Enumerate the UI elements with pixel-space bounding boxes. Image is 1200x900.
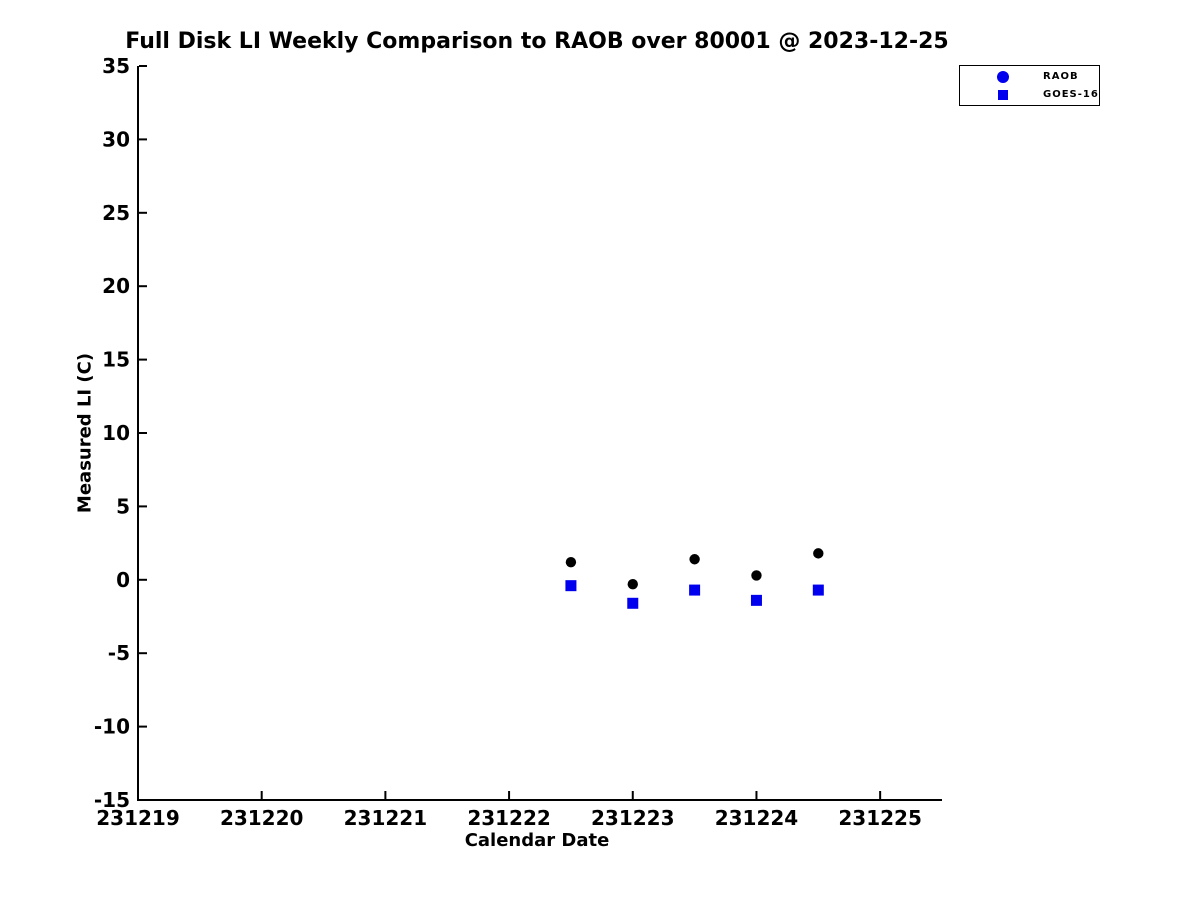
data-point-raob (751, 570, 762, 581)
legend-circle-marker-icon (996, 70, 1010, 84)
data-point-goes-16 (689, 584, 701, 596)
x-tick-label: 231222 (467, 806, 551, 830)
x-tick-label: 231219 (96, 806, 180, 830)
y-tick-label: 25 (102, 201, 130, 225)
x-tick-label: 231221 (344, 806, 428, 830)
y-tick-label: 15 (102, 348, 130, 372)
data-point-raob (627, 579, 638, 590)
data-point-raob (813, 548, 824, 559)
data-point-raob (565, 556, 577, 568)
data-point-goes-16 (627, 597, 639, 609)
data-point-goes-16 (565, 580, 577, 592)
y-tick-label: 5 (116, 494, 130, 518)
marker-shape (998, 89, 1008, 100)
x-tick-label: 231223 (591, 806, 675, 830)
y-tick-label: 0 (116, 568, 130, 592)
data-point-raob (689, 554, 700, 565)
chart-title: Full Disk LI Weekly Comparison to RAOB o… (125, 29, 949, 54)
y-tick-label: 30 (102, 127, 130, 151)
y-tick-label: 20 (102, 274, 130, 298)
legend-label: RAOB (1043, 71, 1079, 82)
data-point-goes-16 (812, 584, 824, 596)
y-tick-label: -5 (108, 641, 130, 665)
x-axis-label: Calendar Date (464, 830, 610, 851)
legend-square-marker-icon (996, 88, 1010, 102)
y-tick-label: -15 (94, 788, 130, 812)
legend: RAOB GOES-16 (959, 65, 1100, 106)
x-tick-label: 231220 (220, 806, 304, 830)
y-tick-label: 35 (102, 54, 130, 78)
x-tick-label: 231225 (838, 806, 922, 830)
y-tick-label: -10 (94, 715, 130, 739)
y-tick-label: 10 (102, 421, 130, 445)
legend-label: GOES-16 (1043, 89, 1099, 100)
legend-row: RAOB (960, 68, 1099, 86)
legend-row: GOES-16 (960, 86, 1099, 104)
marker-shape (997, 70, 1009, 83)
data-point-goes-16 (750, 594, 762, 606)
x-tick-label: 231224 (715, 806, 799, 830)
